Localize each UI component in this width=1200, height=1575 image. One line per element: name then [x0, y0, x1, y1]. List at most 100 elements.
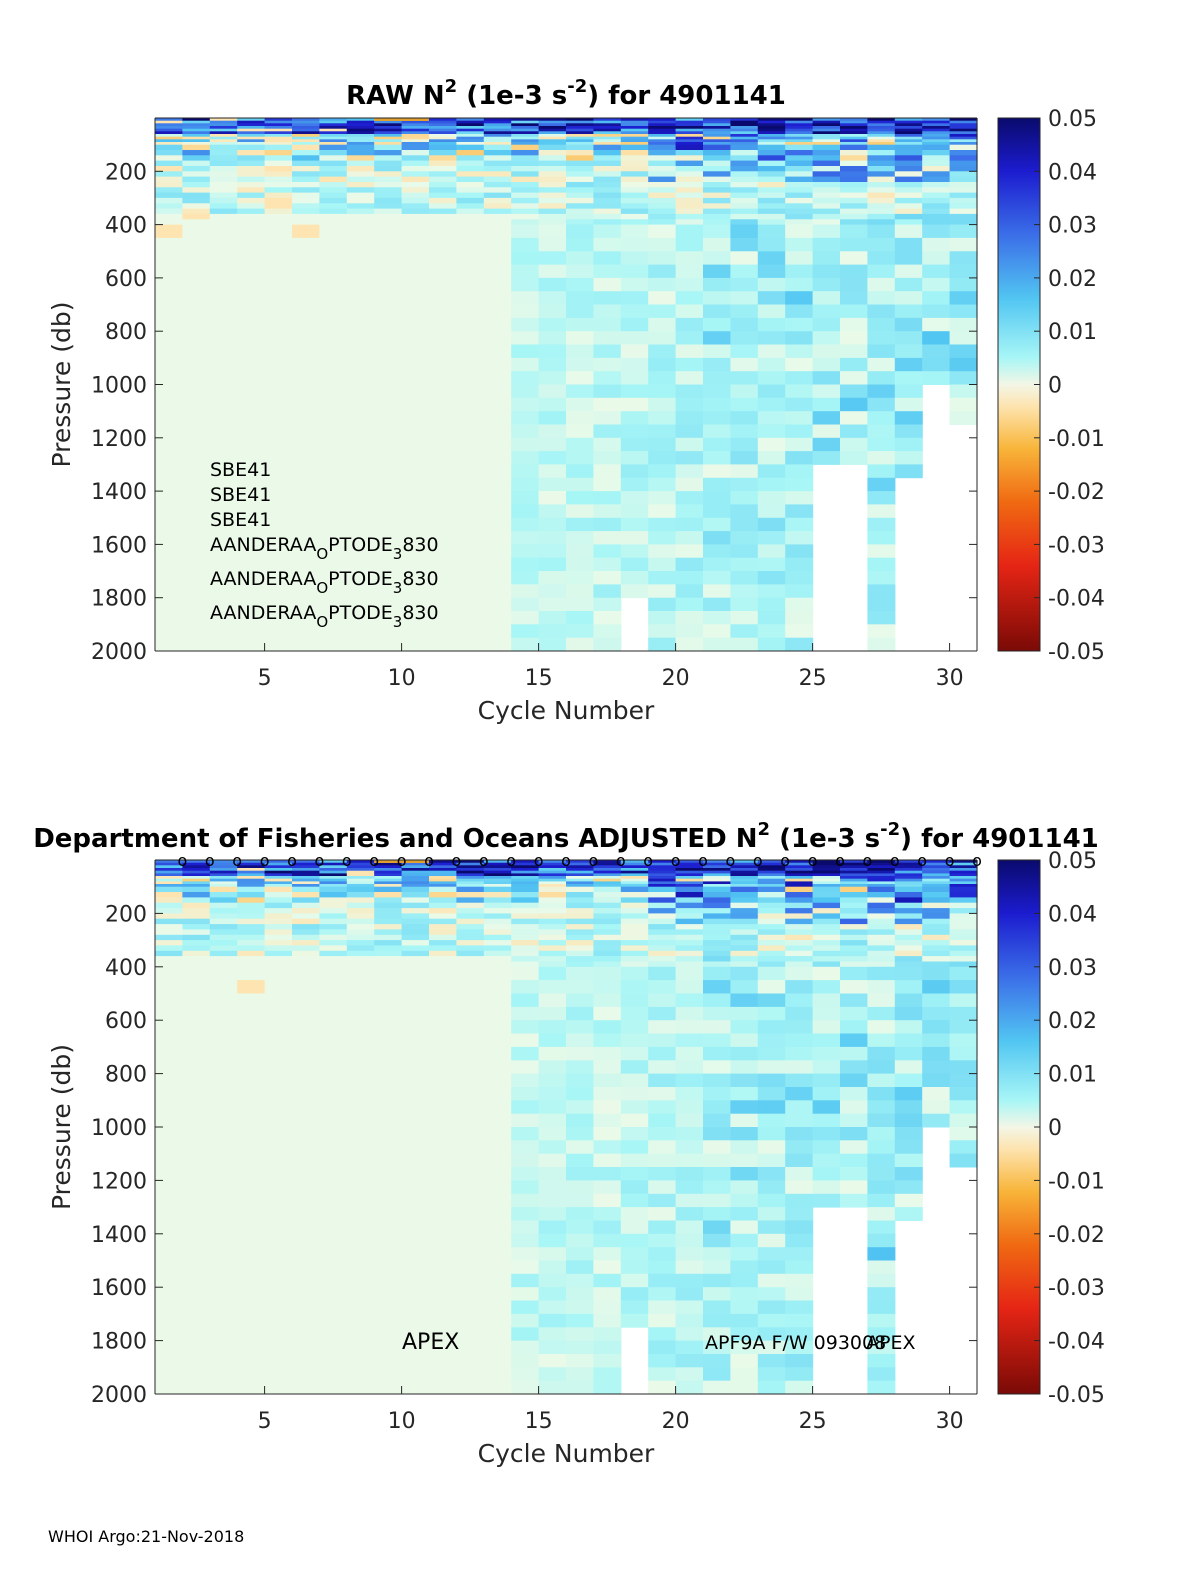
heatmap-cell	[593, 1180, 622, 1195]
heatmap-cell	[703, 304, 731, 319]
heatmap-cell	[429, 464, 457, 479]
heatmap-cell	[155, 219, 183, 226]
heatmap-cell	[346, 945, 375, 952]
heatmap-cell	[757, 491, 786, 505]
heatmap-cell	[155, 993, 183, 1008]
heatmap-cell	[456, 491, 485, 505]
colorbar-gradient	[997, 859, 1041, 1395]
heatmap-cell	[867, 1153, 896, 1168]
heatmap-cell	[155, 544, 183, 559]
heatmap-cell	[374, 331, 403, 345]
heatmap-cell	[620, 544, 649, 559]
heatmap-cell	[155, 624, 183, 639]
heatmap-cell	[483, 1327, 512, 1342]
heatmap-cell	[182, 397, 211, 412]
heatmap-cell	[730, 913, 759, 920]
heatmap-cell	[237, 902, 266, 909]
heatmap-cell	[456, 897, 485, 904]
heatmap-cell	[209, 886, 238, 893]
heatmap-cell	[538, 126, 567, 130]
heatmap-cell	[593, 291, 622, 305]
heatmap-cell	[182, 144, 211, 151]
heatmap-cell	[511, 237, 540, 252]
heatmap-cell	[182, 908, 211, 914]
heatmap-cell	[730, 1233, 759, 1248]
heatmap-cell	[566, 344, 594, 359]
heatmap-cell	[155, 251, 183, 266]
heatmap-cell	[155, 1287, 183, 1301]
heatmap-cell	[374, 1087, 403, 1101]
heatmap-cell	[620, 203, 649, 210]
heatmap-cell	[785, 187, 814, 194]
heatmap-cell	[456, 884, 485, 888]
y-tick-label: 2000	[91, 1383, 147, 1408]
heatmap-cell	[237, 1033, 266, 1048]
heatmap-cell	[730, 956, 759, 962]
heatmap-cell	[593, 862, 622, 866]
heatmap-cell	[593, 136, 622, 140]
heatmap-cell	[840, 945, 868, 952]
heatmap-cell	[182, 1020, 211, 1034]
heatmap-cell	[319, 1167, 348, 1181]
heatmap-cell	[511, 1180, 540, 1195]
heatmap-cell	[620, 870, 649, 874]
heatmap-cell	[401, 913, 430, 920]
heatmap-cell	[949, 1100, 978, 1115]
heatmap-cell	[538, 291, 567, 305]
heatmap-cell	[675, 150, 704, 156]
heatmap-cell	[346, 357, 375, 372]
heatmap-cell	[867, 624, 896, 639]
heatmap-cell	[757, 120, 786, 124]
heatmap-cell	[237, 166, 266, 172]
heatmap-cell	[867, 868, 896, 872]
heatmap-cell	[456, 160, 485, 167]
heatmap-cell	[456, 862, 485, 866]
heatmap-cell	[757, 924, 786, 930]
heatmap-cell	[675, 1113, 704, 1128]
heatmap-cell	[264, 544, 293, 559]
heatmap-cell	[840, 344, 868, 359]
heatmap-cell	[209, 1153, 238, 1168]
heatmap-cell	[374, 1247, 403, 1261]
heatmap-cell	[292, 120, 320, 124]
heatmap-cell	[757, 155, 786, 162]
heatmap-cell	[182, 1340, 211, 1355]
heatmap-cell	[374, 929, 403, 936]
heatmap-cell	[675, 142, 704, 146]
heatmap-cell	[812, 1087, 841, 1101]
heatmap-cell	[292, 237, 320, 252]
heatmap-cell	[922, 123, 951, 127]
heatmap-cell	[566, 1220, 594, 1235]
heatmap-cell	[401, 1220, 430, 1235]
heatmap-cell	[894, 411, 923, 425]
heatmap-cell	[538, 611, 567, 625]
heatmap-cell	[703, 637, 731, 652]
heatmap-cell	[456, 203, 485, 210]
heatmap-cell	[648, 1287, 677, 1301]
heatmap-cell	[757, 980, 786, 994]
heatmap-cell	[374, 187, 403, 194]
heatmap-cell	[785, 166, 814, 172]
heatmap-cell	[648, 139, 677, 143]
heatmap-cell	[593, 357, 622, 372]
heatmap-cell	[703, 897, 731, 904]
heatmap-cell	[593, 865, 622, 869]
heatmap-cell	[566, 150, 594, 156]
heatmap-cell	[785, 870, 814, 874]
heatmap-cell	[757, 134, 786, 138]
heatmap-cell	[703, 1300, 731, 1315]
heatmap-cell	[593, 1233, 622, 1248]
heatmap-cell	[292, 1140, 320, 1155]
heatmap-cell	[894, 120, 923, 124]
heatmap-cell	[155, 118, 183, 122]
heatmap-cell	[785, 902, 814, 909]
heatmap-cell	[209, 357, 238, 372]
heatmap-cell	[511, 873, 540, 877]
heatmap-cell	[648, 437, 677, 452]
heatmap-cell	[922, 142, 951, 146]
heatmap-cell	[182, 424, 211, 439]
heatmap-cell	[346, 1273, 375, 1288]
heatmap-cell	[292, 571, 320, 585]
heatmap-cell	[209, 876, 238, 880]
heatmap-cell	[292, 966, 320, 981]
